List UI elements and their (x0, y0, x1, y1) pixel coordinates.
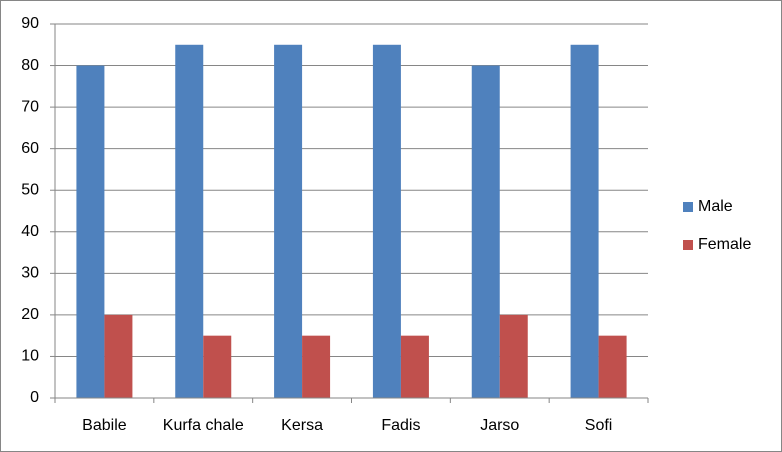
bar (570, 44, 599, 399)
legend-swatch (683, 240, 693, 250)
bar (104, 314, 133, 398)
x-tick-label: Jarso (480, 417, 519, 434)
legend-label: Female (698, 236, 751, 253)
y-tick-label: 40 (21, 223, 39, 240)
y-tick-label: 90 (21, 15, 39, 32)
bar (499, 314, 528, 398)
x-tick-label: Sofi (585, 417, 613, 434)
bar (471, 65, 500, 399)
y-tick-label: 70 (21, 98, 39, 115)
y-tick-label: 0 (30, 389, 39, 406)
y-tick-label: 80 (21, 57, 39, 74)
y-tick-label: 30 (21, 265, 39, 282)
y-tick-label: 10 (21, 348, 39, 365)
legend-label: Male (698, 198, 733, 215)
bar (372, 44, 401, 399)
y-tick-label: 60 (21, 140, 39, 157)
y-tick-label: 20 (21, 306, 39, 323)
bar (400, 335, 429, 398)
bar (175, 44, 204, 399)
x-tick-label: Babile (82, 417, 127, 434)
bar (203, 335, 232, 398)
x-tick-label: Fadis (381, 417, 420, 434)
y-tick-label: 50 (21, 181, 39, 198)
x-tick-label: Kersa (281, 417, 323, 434)
x-tick-label: Kurfa chale (163, 417, 244, 434)
bar (76, 65, 105, 399)
bar (302, 335, 331, 398)
bar (598, 335, 627, 398)
legend-swatch (683, 202, 693, 212)
bar (274, 44, 303, 399)
